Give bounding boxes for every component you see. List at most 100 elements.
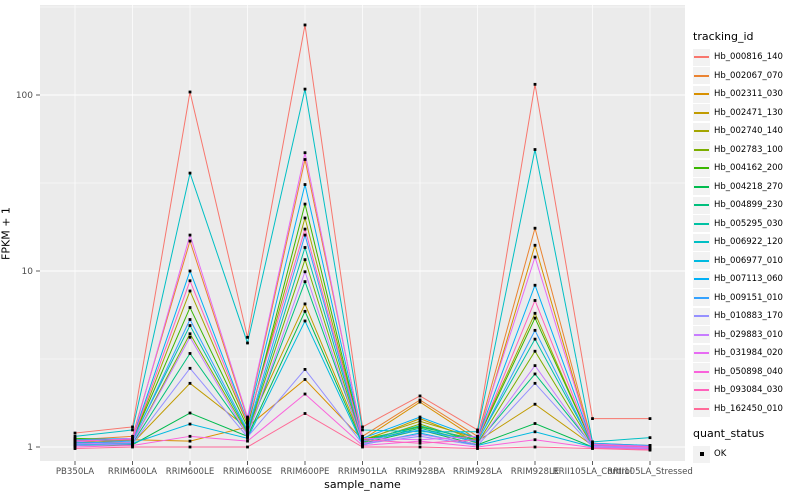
legend-item-label: Hb_002067_070 [714,70,783,81]
legend-panel: tracking_id Hb_000816_140 Hb_002067_070 Hb… [693,30,799,464]
data-point [591,440,594,444]
legend-item-Hb_006922_120: Hb_006922_120 [693,233,799,252]
data-point [131,434,134,438]
data-point [131,441,134,444]
data-point [418,426,422,430]
data-point [303,227,307,231]
data-point [303,378,307,381]
legend-key-line-icon [693,252,710,270]
data-point [533,243,537,247]
x-tick-label: RRIM928BA [395,467,445,477]
data-point [418,424,422,428]
data-point [73,442,77,446]
legend-item-Hb_006977_010: Hb_006977_010 [693,252,799,271]
data-point [246,422,249,426]
data-point [533,372,537,376]
data-point [591,447,594,450]
data-point [476,428,479,432]
data-point [303,158,307,161]
legend-item-Hb_009151_010: Hb_009151_010 [693,289,799,308]
data-point [648,448,652,452]
data-point [188,411,192,415]
data-point [533,381,537,385]
data-point [246,425,249,429]
data-point [303,280,307,284]
legend-title-quant-status: quant_status [693,427,765,440]
data-point [418,441,422,445]
data-point [188,269,192,273]
legend-item-Hb_004162_200: Hb_004162_200 [693,159,799,178]
data-point [418,422,422,426]
data-point [303,87,307,91]
data-point [188,279,192,283]
data-point [246,415,249,419]
data-point [533,148,537,151]
legend-item-Hb_005295_030: Hb_005295_030 [693,215,799,234]
data-point [303,202,307,206]
data-point [476,445,479,449]
data-point [361,441,364,445]
legend-key-line-icon [693,141,710,159]
legend-item-label: Hb_002740_140 [714,126,783,137]
data-point [418,394,422,398]
data-point [476,447,479,450]
data-point [476,440,479,444]
y-tick-label: 1 [27,443,33,453]
legend-key-line-icon [693,289,710,307]
data-point [73,440,77,444]
legend-item-label: Hb_004218_270 [714,181,783,192]
legend-item-label: Hb_006977_010 [714,255,783,266]
legend-item-label: Hb_050898_040 [714,366,783,377]
data-point [361,439,364,443]
legend-item-label: Hb_162450_010 [714,403,783,414]
legend-item-Hb_002783_100: Hb_002783_100 [693,141,799,160]
legend-key-line-icon [693,178,710,196]
legend-key-line-icon [693,104,710,122]
x-tick-label: RRIM901LA [338,467,387,477]
data-point [533,299,537,302]
data-point [361,434,364,438]
data-point [533,283,537,287]
data-point [131,428,134,432]
data-point [418,434,422,438]
data-point [418,417,422,420]
data-point [188,366,192,370]
legend-item-Hb_029883_010: Hb_029883_010 [693,326,799,345]
legend-item-label: Hb_000816_140 [714,52,783,63]
data-point [476,430,479,434]
legend-item-Hb_093084_030: Hb_093084_030 [693,381,799,400]
data-point [648,436,652,440]
legend-item-Hb_031984_020: Hb_031984_020 [693,344,799,363]
data-point [533,311,537,315]
legend-item-Hb_000816_140: Hb_000816_140 [693,48,799,67]
data-point [303,258,307,262]
data-point [303,368,307,371]
data-point [188,233,192,237]
data-point [533,438,537,442]
legend-key-line-icon [693,400,710,418]
data-point [188,434,192,438]
data-point [533,445,537,449]
x-tick-label: RRIM928LE [511,467,560,477]
legend-item-Hb_002471_130: Hb_002471_130 [693,104,799,123]
data-point [476,438,479,442]
data-point [246,417,249,420]
data-point [533,430,537,434]
data-point [303,309,307,313]
data-point [533,316,537,320]
data-point [533,328,537,332]
legend-key-line-icon [693,85,710,103]
data-point [533,82,537,86]
data-point [131,439,134,443]
data-point [73,434,77,438]
data-point [303,319,307,323]
data-point [188,318,192,321]
data-point [188,324,192,327]
legend-item-label: Hb_009151_010 [714,292,783,303]
data-point [188,239,192,243]
data-point [188,289,192,293]
data-point [246,430,249,434]
data-point [246,428,249,432]
